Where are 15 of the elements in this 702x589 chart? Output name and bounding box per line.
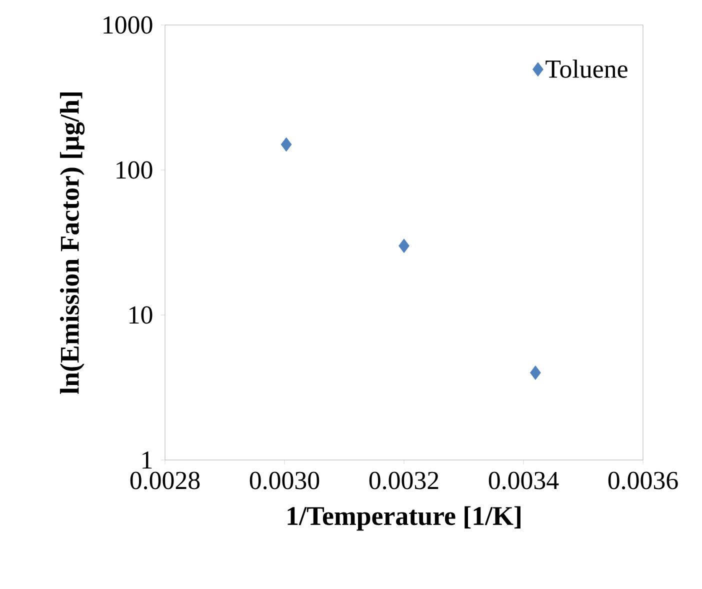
- y-tick-label: 10: [130, 306, 152, 324]
- point: [398, 238, 410, 254]
- x-tick-label: 0.0030: [250, 472, 320, 490]
- legend-label: Toluene: [546, 60, 628, 78]
- x-tick-label: 0.0036: [608, 472, 678, 490]
- y-axis-title: ln(Emission Factor) [µg/h]: [60, 92, 85, 394]
- y-tick-label: 1000: [104, 16, 152, 34]
- x-tick-label: 0.0028: [130, 472, 200, 490]
- y-tick-label: 100: [116, 161, 152, 179]
- x-tick-label: 0.0032: [369, 472, 438, 490]
- point: [280, 137, 292, 152]
- point: [530, 366, 541, 380]
- x-axis-title: 1/Temperature [1/K]: [288, 506, 520, 531]
- y-tick-label: 1: [142, 451, 152, 469]
- x-tick-label: 0.0034: [488, 472, 559, 490]
